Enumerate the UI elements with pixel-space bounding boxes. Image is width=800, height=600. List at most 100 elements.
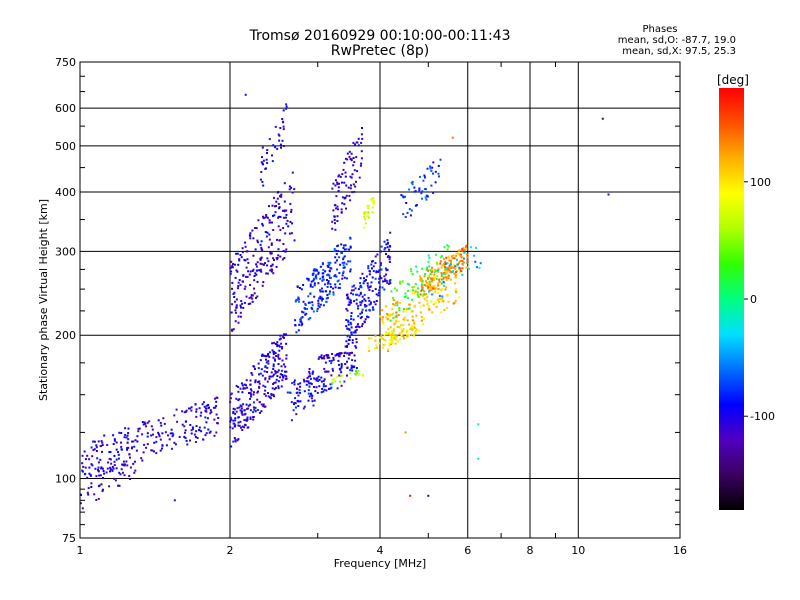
data-point	[445, 276, 448, 279]
data-point	[369, 301, 372, 304]
data-point	[359, 164, 362, 167]
data-point	[388, 342, 391, 345]
data-point	[458, 249, 461, 252]
data-point	[459, 271, 462, 274]
data-point	[375, 293, 378, 296]
data-point	[341, 277, 344, 280]
data-point	[277, 355, 280, 358]
data-point	[353, 169, 356, 172]
data-point	[447, 255, 450, 258]
data-point	[345, 184, 348, 187]
data-point	[341, 261, 344, 264]
y-tick-label: 750	[55, 56, 76, 69]
data-point	[438, 300, 441, 303]
data-point	[370, 198, 373, 201]
data-point	[299, 400, 302, 403]
data-point	[411, 273, 414, 275]
data-point	[273, 214, 276, 217]
data-point	[341, 202, 344, 205]
data-point	[294, 406, 297, 409]
data-point	[265, 358, 267, 361]
data-point	[347, 303, 350, 306]
data-point	[330, 359, 333, 362]
data-point	[86, 454, 89, 457]
data-point	[276, 341, 279, 344]
data-point	[389, 282, 392, 285]
x-tick-label: 10	[571, 544, 585, 557]
data-point	[450, 265, 453, 268]
data-point	[476, 266, 478, 269]
data-point	[311, 394, 314, 397]
data-point	[273, 395, 275, 398]
data-point	[280, 342, 283, 345]
data-point	[261, 263, 264, 266]
data-point	[138, 427, 141, 430]
data-point	[348, 328, 351, 331]
data-point	[259, 269, 262, 272]
data-point	[145, 425, 147, 428]
data-point	[433, 276, 436, 279]
data-point	[430, 300, 433, 303]
data-point	[426, 303, 429, 305]
data-point	[327, 261, 330, 264]
data-point	[363, 280, 366, 283]
data-point	[420, 316, 423, 319]
data-point	[115, 458, 118, 461]
data-point	[105, 471, 108, 474]
data-point	[386, 312, 389, 315]
data-point	[178, 435, 181, 438]
data-point	[404, 292, 407, 295]
data-point	[395, 314, 398, 317]
data-point	[429, 283, 431, 286]
data-point	[133, 460, 136, 463]
data-point	[404, 195, 406, 198]
data-point	[261, 224, 264, 227]
data-point	[290, 401, 293, 404]
data-point	[429, 269, 432, 272]
data-point	[389, 334, 392, 336]
data-point	[230, 311, 233, 314]
data-point	[205, 410, 207, 413]
data-point	[388, 282, 391, 285]
data-point	[329, 383, 332, 386]
data-point	[419, 175, 421, 178]
data-point	[342, 272, 345, 274]
data-point	[357, 288, 360, 291]
data-point	[293, 401, 296, 404]
data-point	[289, 220, 292, 223]
data-point	[294, 300, 297, 303]
data-point	[465, 248, 468, 250]
data-point	[171, 435, 174, 438]
data-point	[146, 435, 149, 438]
data-point	[406, 331, 408, 334]
data-point	[251, 373, 254, 376]
data-point	[444, 261, 447, 264]
data-point	[310, 397, 313, 400]
data-point	[249, 409, 252, 412]
data-point	[317, 375, 320, 378]
data-point	[378, 342, 381, 345]
data-point	[337, 286, 340, 289]
data-point	[334, 256, 337, 259]
data-point	[340, 251, 343, 254]
data-point	[438, 295, 441, 297]
data-point	[256, 391, 259, 394]
data-point	[372, 202, 375, 205]
data-point	[311, 301, 314, 304]
data-point	[418, 189, 421, 192]
data-point	[184, 420, 187, 423]
data-point	[157, 419, 160, 422]
data-point	[429, 286, 432, 289]
data-point	[345, 263, 348, 266]
data-point	[210, 411, 213, 413]
data-point	[282, 128, 285, 131]
data-point	[97, 497, 100, 500]
data-point	[360, 150, 363, 153]
data-point	[279, 337, 282, 340]
data-point	[443, 258, 446, 260]
data-point	[392, 330, 395, 333]
data-point	[388, 258, 391, 261]
data-point	[346, 352, 349, 355]
data-point	[95, 446, 98, 449]
data-point	[389, 338, 392, 341]
